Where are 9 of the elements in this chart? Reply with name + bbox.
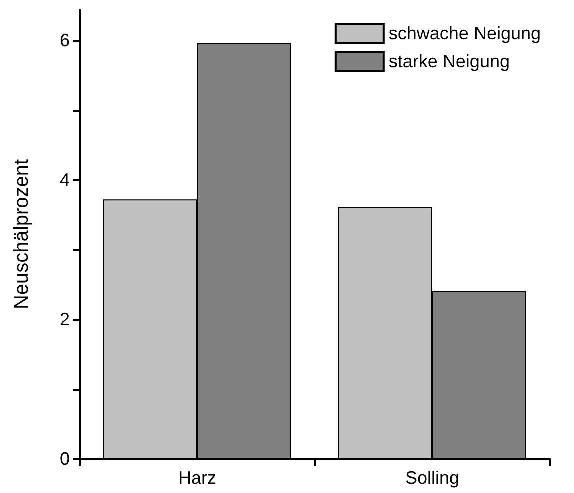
x-tick-label: Harz xyxy=(178,468,217,488)
legend-label: schwache Neigung xyxy=(388,24,542,44)
y-axis-title: Neuschälprozent xyxy=(11,159,33,310)
y-tick-label: 0 xyxy=(60,449,70,469)
y-tick-label: 4 xyxy=(60,170,70,190)
y-tick-label: 6 xyxy=(60,30,70,51)
x-tick-label: Solling xyxy=(405,468,460,488)
y-tick-label: 2 xyxy=(60,310,70,330)
legend-label: starke Neigung xyxy=(388,52,510,72)
